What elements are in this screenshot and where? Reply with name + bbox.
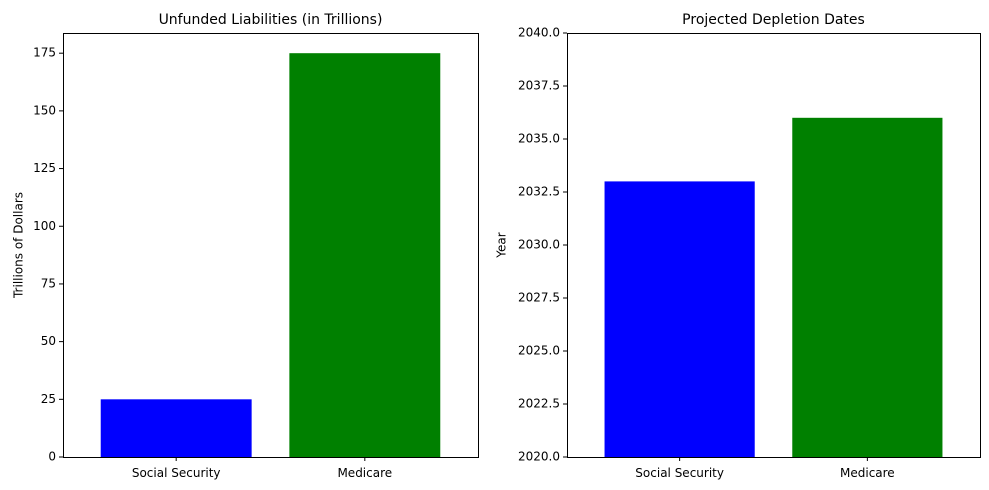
chart-left-ytick-label: 50 (41, 334, 56, 348)
chart-left-ytick-label: 0 (48, 450, 56, 464)
chart-right-title: Projected Depletion Dates (682, 12, 865, 28)
chart-left: Unfunded Liabilities (in Trillions) Tril… (12, 12, 479, 480)
chart-left-xtick-label: Medicare (337, 466, 392, 480)
chart-right-ytick-label: 2025.0 (518, 344, 560, 358)
chart-right-ytick-label: 2040.0 (518, 26, 560, 40)
chart-left-frame (63, 33, 479, 458)
chart-right-ytick-label: 2020.0 (518, 450, 560, 464)
chart-right-bars (604, 117, 943, 458)
chart-left-title: Unfunded Liabilities (in Trillions) (159, 12, 383, 28)
chart-right-xticks: Social Security Medicare (635, 457, 895, 480)
chart-left-ytick-label: 100 (33, 219, 56, 233)
chart-right-ytick-label: 2032.5 (518, 185, 560, 199)
chart-right-yticks: 2020.0 2022.5 2025.0 2027.5 2030.0 2032.5 2035… (518, 26, 567, 464)
chart-left-ytick-label: 25 (41, 392, 56, 406)
chart-left-bars (100, 53, 441, 457)
chart-right-ytick-label: 2035.0 (518, 132, 560, 146)
chart-right-bar-medicare (792, 117, 943, 458)
chart-right-ylabel: Year (495, 232, 509, 258)
chart-left-ytick-label: 175 (33, 46, 56, 60)
chart-left-bar-medicare (289, 53, 441, 457)
chart-left-ytick-label: 125 (33, 161, 56, 175)
chart-left-xticks: Social Security Medicare (132, 457, 392, 480)
chart-right-xtick-label: Medicare (840, 466, 895, 480)
chart-left-ytick-label: 150 (33, 103, 56, 117)
chart-right-bar-social-security (604, 181, 755, 457)
chart-left-ytick-label: 75 (41, 276, 56, 290)
chart-left-yticks: 0 25 50 75 100 125 150 175 (33, 46, 63, 464)
chart-left-bar-social-security (100, 399, 252, 457)
chart-right-ytick-label: 2027.5 (518, 291, 560, 305)
chart-right: Projected Depletion Dates Year 2020.0202… (495, 12, 981, 480)
chart-right-frame (567, 33, 981, 458)
chart-left-ylabel: Trillions of Dollars (12, 192, 26, 299)
chart-right-xtick-label: Social Security (635, 466, 724, 480)
chart-right-ytick-label: 2030.0 (518, 238, 560, 252)
chart-right-ytick-label: 2037.5 (518, 79, 560, 93)
chart-left-xtick-label: Social Security (132, 466, 221, 480)
chart-right-ytick-label: 2022.5 (518, 397, 560, 411)
